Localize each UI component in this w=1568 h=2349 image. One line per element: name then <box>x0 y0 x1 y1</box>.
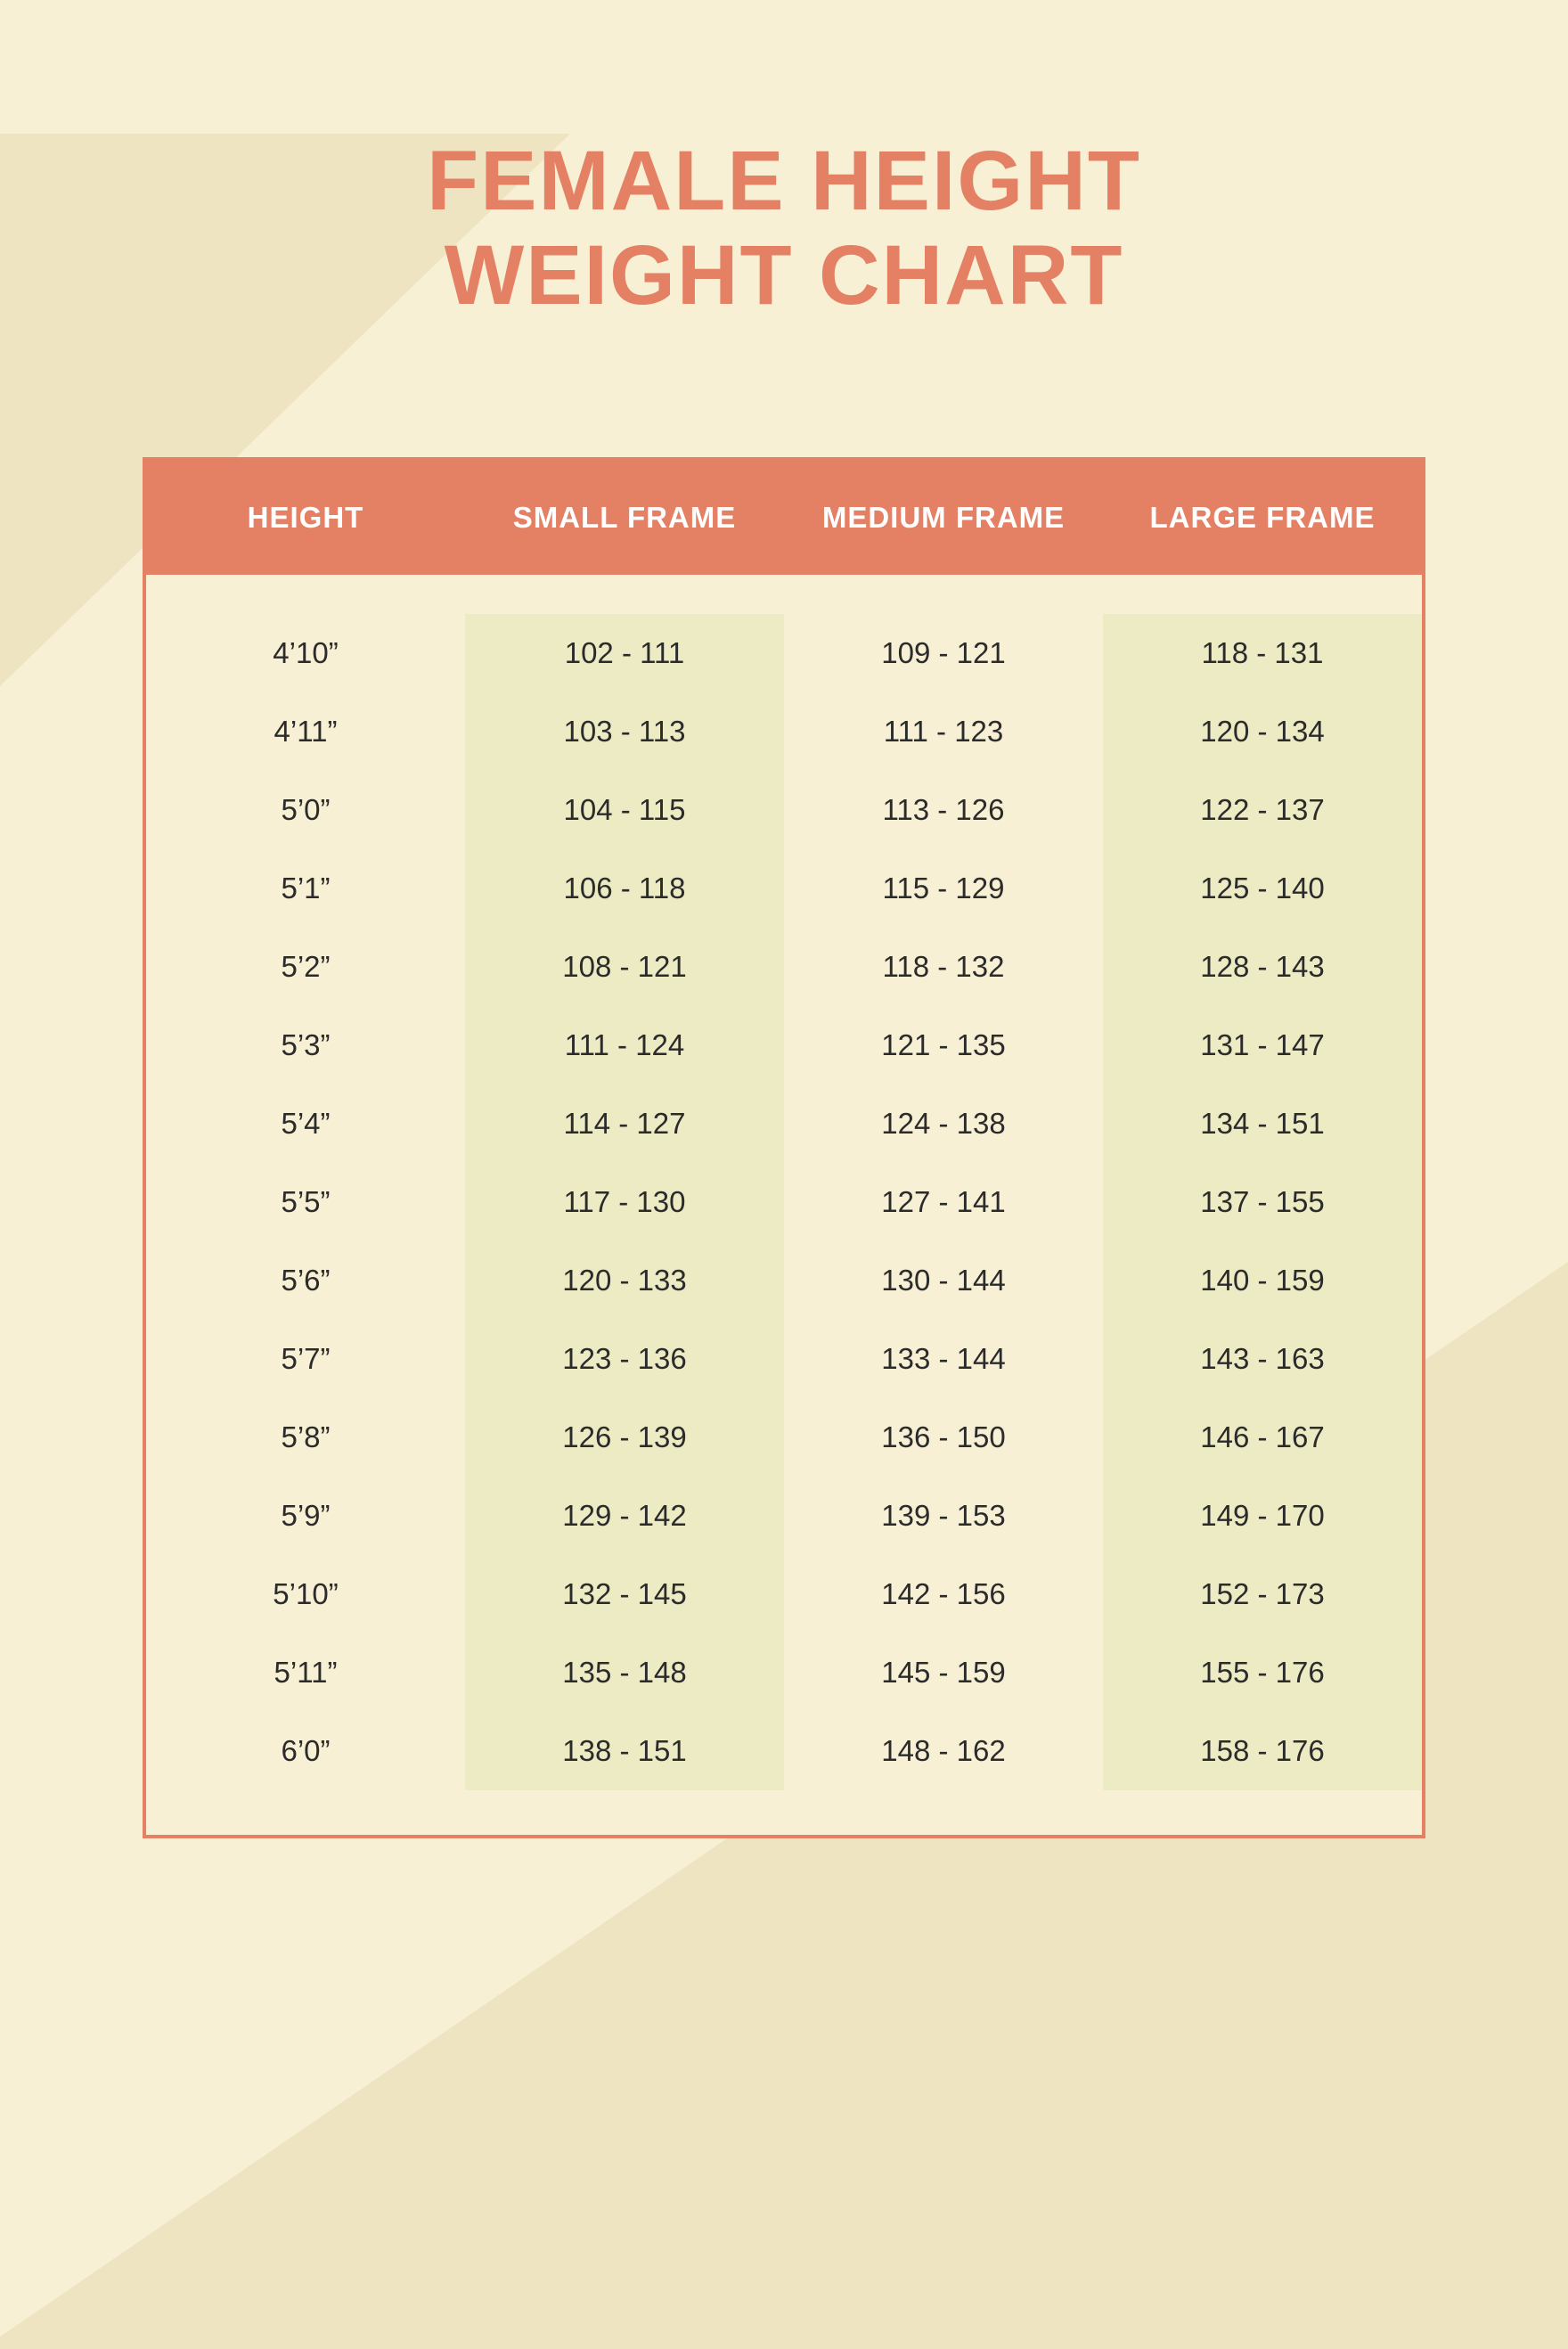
page-title: FEMALE HEIGHT WEIGHT CHART <box>0 134 1568 323</box>
table-cell: 136 - 150 <box>784 1398 1103 1477</box>
page-content: FEMALE HEIGHT WEIGHT CHART HEIGHT SMALL … <box>0 134 1568 1838</box>
table-cell: 128 - 143 <box>1103 928 1422 1006</box>
table-cell: 4’11” <box>146 692 465 771</box>
table-cell: 126 - 139 <box>465 1398 784 1477</box>
table-cell: 5’2” <box>146 928 465 1006</box>
table-cell: 5’4” <box>146 1084 465 1163</box>
table-cell: 111 - 124 <box>465 1006 784 1084</box>
table-row: 5’3”111 - 124121 - 135131 - 147 <box>146 1006 1422 1084</box>
table-cell: 140 - 159 <box>1103 1241 1422 1320</box>
table-header-row: HEIGHT SMALL FRAME MEDIUM FRAME LARGE FR… <box>146 461 1422 576</box>
table-cell: 137 - 155 <box>1103 1163 1422 1241</box>
table-cell: 134 - 151 <box>1103 1084 1422 1163</box>
table-cell: 115 - 129 <box>784 849 1103 928</box>
table-row: 4’10”102 - 111109 - 121118 - 131 <box>146 614 1422 692</box>
table-cell: 5’10” <box>146 1555 465 1633</box>
table-row: 5’4”114 - 127124 - 138134 - 151 <box>146 1084 1422 1163</box>
table-cell: 5’6” <box>146 1241 465 1320</box>
table-row: 6’0”138 - 151148 - 162158 - 176 <box>146 1712 1422 1790</box>
col-header-small-frame: SMALL FRAME <box>465 461 784 576</box>
table-cell: 5’0” <box>146 771 465 849</box>
table-cell: 118 - 132 <box>784 928 1103 1006</box>
table-row: 5’0”104 - 115113 - 126122 - 137 <box>146 771 1422 849</box>
table-cell: 114 - 127 <box>465 1084 784 1163</box>
table-cell: 104 - 115 <box>465 771 784 849</box>
table-cell: 102 - 111 <box>465 614 784 692</box>
table-row: 5’11”135 - 148145 - 159155 - 176 <box>146 1633 1422 1712</box>
table-cell: 149 - 170 <box>1103 1477 1422 1555</box>
table-cell: 127 - 141 <box>784 1163 1103 1241</box>
title-line-2: WEIGHT CHART <box>0 228 1568 323</box>
col-header-height: HEIGHT <box>146 461 465 576</box>
table-cell: 5’11” <box>146 1633 465 1712</box>
table-cell: 111 - 123 <box>784 692 1103 771</box>
table-row: 5’10”132 - 145142 - 156152 - 173 <box>146 1555 1422 1633</box>
table-row: 5’2”108 - 121118 - 132128 - 143 <box>146 928 1422 1006</box>
table-body: 4’10”102 - 111109 - 121118 - 1314’11”103… <box>146 575 1422 1835</box>
table-cell: 139 - 153 <box>784 1477 1103 1555</box>
table-cell: 113 - 126 <box>784 771 1103 849</box>
table-cell: 129 - 142 <box>465 1477 784 1555</box>
weight-chart-table: HEIGHT SMALL FRAME MEDIUM FRAME LARGE FR… <box>143 457 1425 1839</box>
table-cell: 120 - 133 <box>465 1241 784 1320</box>
col-header-large-frame: LARGE FRAME <box>1103 461 1422 576</box>
table-cell: 142 - 156 <box>784 1555 1103 1633</box>
table-row: 5’8”126 - 139136 - 150146 - 167 <box>146 1398 1422 1477</box>
table-cell: 152 - 173 <box>1103 1555 1422 1633</box>
table-cell: 143 - 163 <box>1103 1320 1422 1398</box>
table-cell: 125 - 140 <box>1103 849 1422 928</box>
table-cell: 146 - 167 <box>1103 1398 1422 1477</box>
table-cell: 103 - 113 <box>465 692 784 771</box>
table-cell: 6’0” <box>146 1712 465 1790</box>
table-cell: 124 - 138 <box>784 1084 1103 1163</box>
table-cell: 158 - 176 <box>1103 1712 1422 1790</box>
table-cell: 130 - 144 <box>784 1241 1103 1320</box>
table-cell: 109 - 121 <box>784 614 1103 692</box>
table-cell: 5’1” <box>146 849 465 928</box>
table-cell: 5’8” <box>146 1398 465 1477</box>
table-row: 5’5”117 - 130127 - 141137 - 155 <box>146 1163 1422 1241</box>
table-cell: 5’3” <box>146 1006 465 1084</box>
table-row: 5’6”120 - 133130 - 144140 - 159 <box>146 1241 1422 1320</box>
table-row: 5’1”106 - 118115 - 129125 - 140 <box>146 849 1422 928</box>
table-cell: 5’9” <box>146 1477 465 1555</box>
table-cell: 145 - 159 <box>784 1633 1103 1712</box>
table-cell: 132 - 145 <box>465 1555 784 1633</box>
table-row: 5’9”129 - 142139 - 153149 - 170 <box>146 1477 1422 1555</box>
table-cell: 108 - 121 <box>465 928 784 1006</box>
table-cell: 133 - 144 <box>784 1320 1103 1398</box>
table-cell: 106 - 118 <box>465 849 784 928</box>
table-cell: 135 - 148 <box>465 1633 784 1712</box>
title-line-1: FEMALE HEIGHT <box>0 134 1568 228</box>
table-row: 5’7”123 - 136133 - 144143 - 163 <box>146 1320 1422 1398</box>
table-cell: 122 - 137 <box>1103 771 1422 849</box>
table-cell: 118 - 131 <box>1103 614 1422 692</box>
col-header-medium-frame: MEDIUM FRAME <box>784 461 1103 576</box>
table-cell: 120 - 134 <box>1103 692 1422 771</box>
table-cell: 117 - 130 <box>465 1163 784 1241</box>
table-cell: 5’7” <box>146 1320 465 1398</box>
table-cell: 155 - 176 <box>1103 1633 1422 1712</box>
table-cell: 131 - 147 <box>1103 1006 1422 1084</box>
table-cell: 121 - 135 <box>784 1006 1103 1084</box>
table-cell: 5’5” <box>146 1163 465 1241</box>
table-cell: 4’10” <box>146 614 465 692</box>
table-row: 4’11”103 - 113111 - 123120 - 134 <box>146 692 1422 771</box>
table-cell: 123 - 136 <box>465 1320 784 1398</box>
table-cell: 148 - 162 <box>784 1712 1103 1790</box>
table-cell: 138 - 151 <box>465 1712 784 1790</box>
